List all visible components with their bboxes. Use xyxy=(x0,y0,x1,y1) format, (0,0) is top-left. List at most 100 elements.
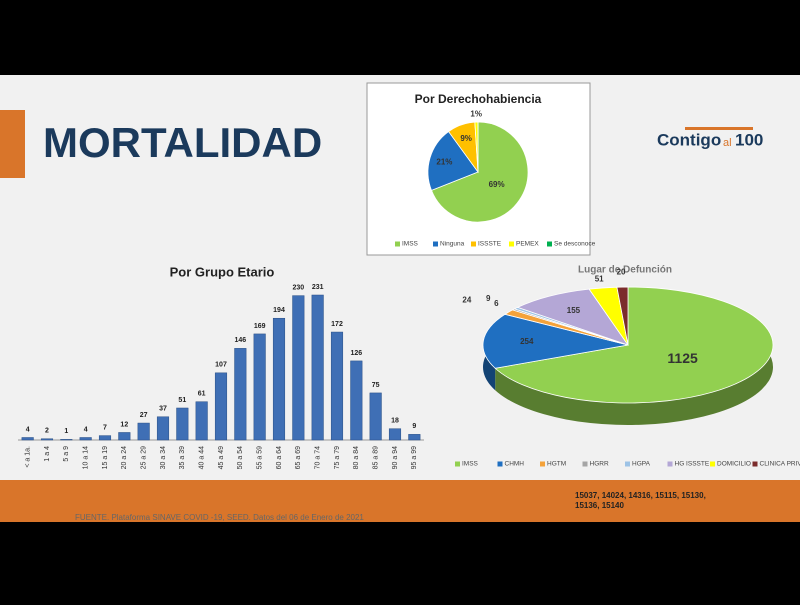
data-label: 1% xyxy=(470,110,482,119)
data-label: 51 xyxy=(595,274,604,283)
bar xyxy=(157,417,169,440)
legend-label: ISSSTE xyxy=(478,241,502,248)
bar xyxy=(293,296,305,440)
data-label: 21% xyxy=(436,157,452,166)
legend-label: CHMH xyxy=(505,461,525,468)
legend-label: Ninguna xyxy=(440,241,465,248)
accent-tab xyxy=(0,110,25,178)
logo-main: Contigo xyxy=(657,130,721,149)
chart-title: Por Grupo Etario xyxy=(170,264,275,279)
x-tick-label: 5 a 9 xyxy=(63,446,70,462)
legend-label: DOMICILIO xyxy=(717,461,751,468)
bar xyxy=(61,439,73,440)
legend-swatch xyxy=(509,242,514,247)
bar xyxy=(389,429,401,440)
data-label: 9% xyxy=(460,134,472,143)
legend-swatch xyxy=(583,462,588,467)
bar xyxy=(80,437,92,440)
bar xyxy=(119,432,131,440)
bar xyxy=(254,334,266,440)
data-label: 6 xyxy=(494,299,499,308)
x-tick-label: < a 1a. xyxy=(25,446,32,468)
x-tick-label: 80 a 84 xyxy=(353,446,360,469)
bar xyxy=(41,439,53,440)
data-label: 254 xyxy=(520,337,534,346)
legend-label: HGTM xyxy=(547,461,566,468)
legend-swatch xyxy=(471,242,476,247)
x-tick-label: 40 a 44 xyxy=(199,446,206,469)
logo-small: al xyxy=(723,137,732,149)
legend-swatch xyxy=(455,462,460,467)
data-label: 18 xyxy=(391,418,399,425)
x-tick-label: 15 a 19 xyxy=(102,446,109,469)
x-tick-label: 30 a 34 xyxy=(160,446,167,469)
data-label: 1125 xyxy=(667,350,698,366)
data-label: 12 xyxy=(120,421,128,428)
x-tick-label: 20 a 24 xyxy=(121,446,128,469)
legend-swatch xyxy=(433,242,438,247)
x-tick-label: 25 a 29 xyxy=(141,446,148,469)
footer-source: FUENTE. Plataforma SINAVE COVID -19, SEE… xyxy=(75,513,364,522)
legend-swatch xyxy=(395,242,400,247)
bar xyxy=(351,361,363,440)
bar xyxy=(370,393,382,440)
data-label: 126 xyxy=(350,350,362,357)
bar xyxy=(409,434,421,440)
legend-label: PEMEX xyxy=(516,241,539,248)
data-label: 2 xyxy=(45,428,49,435)
legend-swatch xyxy=(668,462,673,467)
x-tick-label: 45 a 49 xyxy=(218,446,225,469)
data-label: 172 xyxy=(331,321,343,328)
bar xyxy=(235,348,247,440)
data-label: 107 xyxy=(215,362,227,369)
legend-label: IMSS xyxy=(462,461,479,468)
legend-swatch xyxy=(498,462,503,467)
chart-title: Por Derechohabiencia xyxy=(415,92,542,106)
data-label: 37 xyxy=(159,406,167,413)
data-label: 230 xyxy=(292,284,304,291)
legend-swatch xyxy=(753,462,758,467)
legend-label: CLINICA PRIVADA xyxy=(760,461,800,468)
legend-label: HGPA xyxy=(632,461,651,468)
data-label: 4 xyxy=(26,426,30,433)
page-title: MORTALIDAD xyxy=(43,119,322,166)
x-tick-label: 1 a 4 xyxy=(44,446,51,462)
footer-codes: 15136, 15140 xyxy=(575,501,624,510)
bar xyxy=(196,402,208,440)
bar xyxy=(177,408,189,440)
logo: Contigo al 100 xyxy=(657,127,763,149)
bar xyxy=(99,436,111,440)
data-label: 169 xyxy=(254,323,266,330)
data-label: 61 xyxy=(198,391,206,398)
data-label: 194 xyxy=(273,307,285,314)
data-label: 7 xyxy=(103,424,107,431)
data-label: 69% xyxy=(489,180,505,189)
x-tick-label: 70 a 74 xyxy=(315,446,322,469)
x-tick-label: 35 a 39 xyxy=(179,446,186,469)
legend-swatch xyxy=(710,462,715,467)
x-tick-label: 90 a 94 xyxy=(392,446,399,469)
x-tick-label: 10 a 14 xyxy=(83,446,90,469)
data-label: 146 xyxy=(234,337,246,344)
data-label: 27 xyxy=(140,412,148,419)
x-tick-label: 50 a 54 xyxy=(237,446,244,469)
legend-label: HGRR xyxy=(590,461,609,468)
bar xyxy=(22,437,34,440)
bar xyxy=(312,295,324,440)
data-label: 24 xyxy=(462,296,471,305)
legend-label: HG ISSSTE xyxy=(675,461,710,468)
data-label: 155 xyxy=(567,306,581,315)
x-tick-label: 55 a 59 xyxy=(257,446,264,469)
x-tick-label: 75 a 79 xyxy=(334,446,341,469)
x-tick-label: 85 a 89 xyxy=(373,446,380,469)
legend-label: Se desconoce xyxy=(554,241,596,248)
footer-codes: 15037, 14024, 14316, 15115, 15130, xyxy=(575,491,706,500)
x-tick-label: 95 a 99 xyxy=(411,446,418,469)
bar xyxy=(215,373,227,440)
legend-swatch xyxy=(540,462,545,467)
data-label: 4 xyxy=(84,426,88,433)
data-label: 9 xyxy=(486,294,491,303)
legend-label: IMSS xyxy=(402,241,419,248)
